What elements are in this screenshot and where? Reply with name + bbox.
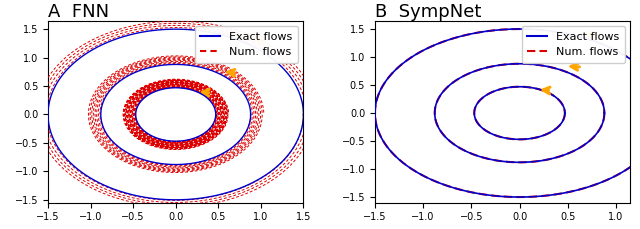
Text: A  FNN: A FNN	[48, 3, 109, 21]
Legend: Exact flows, Num. flows: Exact flows, Num. flows	[522, 26, 625, 63]
Text: B  SympNet: B SympNet	[375, 3, 481, 21]
Legend: Exact flows, Num. flows: Exact flows, Num. flows	[195, 26, 298, 63]
